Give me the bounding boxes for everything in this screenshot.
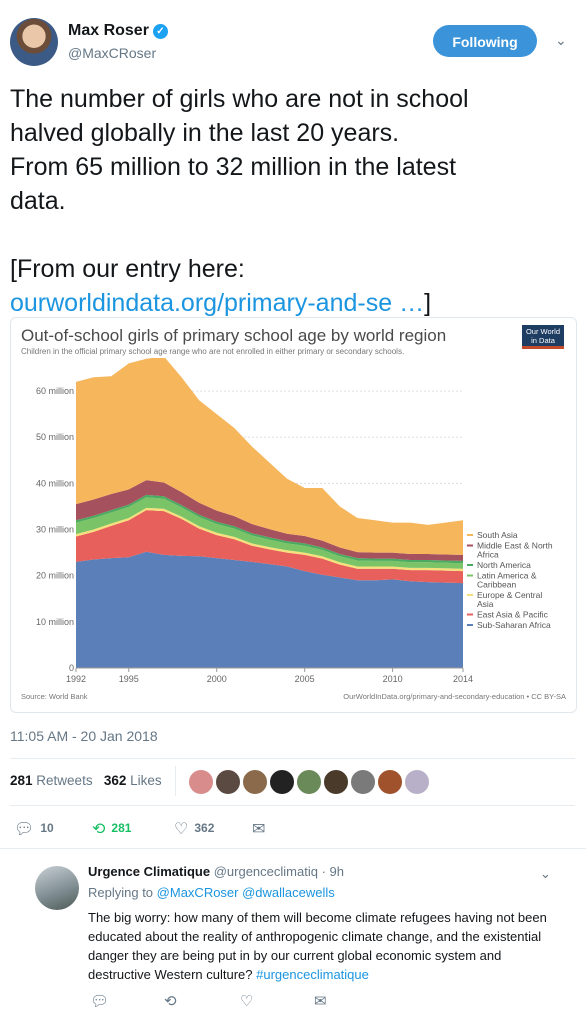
like-action-count: 362 xyxy=(194,821,215,835)
reply-author-name[interactable]: Urgence Climatique xyxy=(88,864,211,879)
legend-label: Sub-Saharan Africa xyxy=(477,620,551,630)
author-name[interactable]: Max Roser xyxy=(68,22,149,39)
author-name-row[interactable]: Max Roser ✓ xyxy=(68,22,168,40)
liker-avatar-9[interactable] xyxy=(404,769,430,795)
tweet-link[interactable]: ourworldindata.org/primary-and-se … xyxy=(10,289,425,317)
area-sub-saharan-africa[interactable] xyxy=(76,551,463,668)
chevron-down-icon[interactable]: ⌄ xyxy=(555,32,567,48)
tweet-text: The number of girls who are not in schoo… xyxy=(10,82,570,320)
liker-avatar-4[interactable] xyxy=(269,769,295,795)
area-east-asia-pacific[interactable] xyxy=(76,510,463,584)
owid-logo-line1: Our World xyxy=(525,327,561,336)
likes-count[interactable]: 362 xyxy=(103,773,127,788)
like-action[interactable]: ♡ 362 xyxy=(174,819,214,839)
legend-label: East Asia & Pacific xyxy=(477,610,549,620)
envelope-icon: ✉︎ xyxy=(252,821,266,838)
y-tick-label: 20 million xyxy=(36,571,74,581)
legend-label: Europe & Central xyxy=(477,590,542,600)
reply-envelope-icon[interactable]: ✉︎ xyxy=(314,993,327,1010)
area-south-asia[interactable] xyxy=(76,358,463,555)
chart-subtitle: Children in the official primary school … xyxy=(21,347,405,356)
retweet-action[interactable]: ⟲ 281 xyxy=(92,819,131,839)
heart-icon: ♡ xyxy=(174,821,189,838)
x-tick-label: 2000 xyxy=(207,674,227,684)
likes-label[interactable]: Likes xyxy=(130,773,162,788)
dm-action[interactable]: ✉︎ xyxy=(252,819,265,839)
chart-card[interactable]: Out-of-school girls of primary school ag… xyxy=(10,317,577,713)
chart-license: OurWorldInData.org/primary-and-secondary… xyxy=(343,692,566,701)
y-tick-label: 30 million xyxy=(36,525,74,535)
liker-avatar-6[interactable] xyxy=(323,769,349,795)
area-middle-east-north-africa[interactable] xyxy=(76,480,463,561)
reply-reply-icon[interactable]: 💬︎ xyxy=(90,993,110,1010)
tweet-link-suffix: ] xyxy=(424,289,432,317)
verified-badge-icon: ✓ xyxy=(152,24,168,39)
y-tick-label: 0 xyxy=(69,663,74,673)
following-button[interactable]: Following xyxy=(433,25,537,57)
x-tick-label: 1992 xyxy=(66,674,86,684)
tweet-body: The number of girls who are not in schoo… xyxy=(10,85,469,283)
reply-body: The big worry: how many of them will bec… xyxy=(88,910,547,982)
legend-label: South Asia xyxy=(477,530,518,540)
liker-avatar-5[interactable] xyxy=(296,769,322,795)
chart-source: Source: World Bank xyxy=(21,692,88,701)
liker-avatar-7[interactable] xyxy=(350,769,376,795)
owid-logo: Our World in Data xyxy=(522,325,564,349)
reply-hashtag[interactable]: #urgenceclimatique xyxy=(256,967,369,982)
author-avatar[interactable] xyxy=(10,18,58,66)
chart-title: Out-of-school girls of primary school ag… xyxy=(21,326,447,345)
liker-avatar-3[interactable] xyxy=(242,769,268,795)
legend-label: Caribbean xyxy=(477,580,516,590)
stacked-area-chart: 0 10 million 20 million 30 million 40 millio… xyxy=(36,358,553,684)
y-tick-label: 60 million xyxy=(36,386,74,396)
tweet-timestamp[interactable]: 11:05 AM - 20 Jan 2018 xyxy=(10,728,158,744)
legend-label: Asia xyxy=(477,599,494,609)
tweet-stats: 281 Retweets 362 Likes xyxy=(10,773,162,788)
divider xyxy=(10,805,575,806)
reply-text: The big worry: how many of them will bec… xyxy=(88,908,563,984)
reply-retweet-icon[interactable]: ⟲ xyxy=(164,993,177,1010)
owid-logo-line2: in Data xyxy=(531,336,555,345)
y-tick-label: 10 million xyxy=(36,617,74,627)
reply-action[interactable]: 💬︎ 10 xyxy=(14,819,54,839)
reply-heart-icon[interactable]: ♡ xyxy=(240,993,254,1010)
x-tick-label: 2014 xyxy=(453,674,473,684)
liker-avatar-8[interactable] xyxy=(377,769,403,795)
reply-icon: 💬︎ xyxy=(14,821,35,838)
x-tick-label: 2010 xyxy=(383,674,403,684)
x-tick-label: 2005 xyxy=(295,674,315,684)
retweet-icon: ⟲ xyxy=(92,821,106,838)
divider xyxy=(10,758,575,759)
legend-label: Middle East & North xyxy=(477,541,553,551)
replying-to: Replying to @MaxCRoser @dwallacewells xyxy=(88,885,335,900)
retweets-label[interactable]: Retweets xyxy=(36,773,93,788)
replying-prefix: Replying to xyxy=(88,885,154,900)
y-tick-label: 40 million xyxy=(36,478,74,488)
liker-avatar-1[interactable] xyxy=(188,769,214,795)
replying-to-handles[interactable]: @MaxCRoser @dwallacewells xyxy=(156,885,335,900)
reply-count: 10 xyxy=(40,821,54,835)
retweets-count[interactable]: 281 xyxy=(10,773,33,788)
legend-label: North America xyxy=(477,560,531,570)
divider xyxy=(0,848,586,849)
reply-avatar[interactable] xyxy=(35,866,79,910)
retweet-action-count: 281 xyxy=(111,821,132,835)
legend-label: Africa xyxy=(477,550,499,560)
reply-author-row[interactable]: Urgence Climatique @urgenceclimatiq · 9h xyxy=(88,864,344,879)
chevron-down-icon[interactable]: ⌄ xyxy=(540,866,551,881)
stats-divider xyxy=(175,766,176,796)
legend-label: Latin America & xyxy=(477,571,537,581)
reply-author-handle[interactable]: @urgenceclimatiq · 9h xyxy=(213,864,344,879)
x-tick-label: 1995 xyxy=(119,674,139,684)
y-tick-label: 50 million xyxy=(36,432,74,442)
liker-avatar-2[interactable] xyxy=(215,769,241,795)
author-handle[interactable]: @MaxCRoser xyxy=(68,45,157,61)
